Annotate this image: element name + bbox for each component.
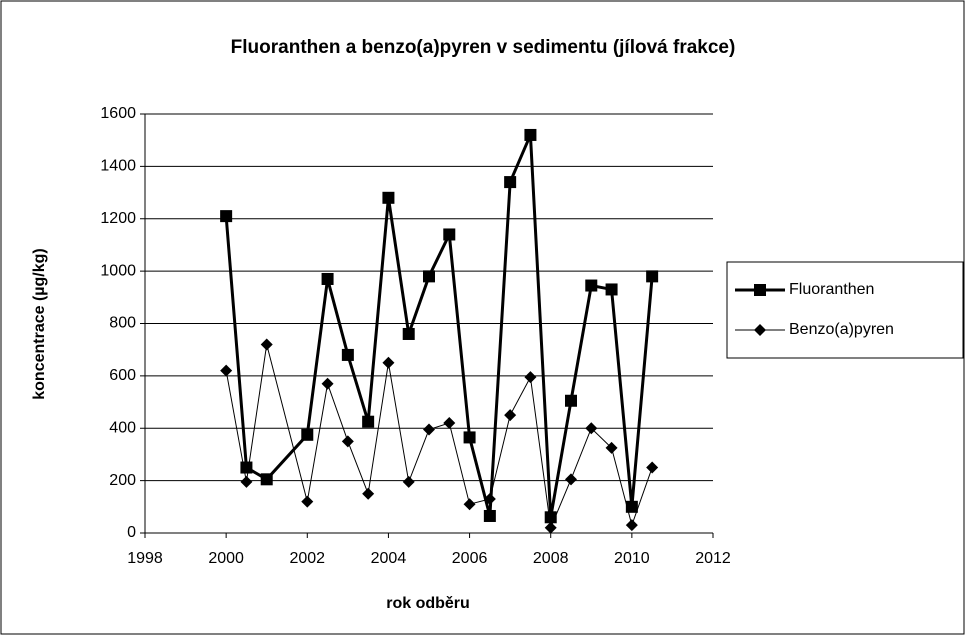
x-axis-label: rok odběru xyxy=(386,595,470,612)
marker-square xyxy=(220,210,233,223)
marker-diamond xyxy=(585,422,598,435)
x-tick-label: 2000 xyxy=(208,550,244,567)
marker-diamond xyxy=(544,521,557,534)
y-tick-label: 1400 xyxy=(100,158,136,175)
marker-diamond xyxy=(362,487,375,500)
marker-diamond xyxy=(443,417,456,430)
marker-square xyxy=(605,283,618,296)
y-tick-label: 1200 xyxy=(100,210,136,227)
marker-square xyxy=(423,270,435,283)
marker-square xyxy=(504,176,517,189)
x-tick-label: 2012 xyxy=(695,550,731,567)
marker-diamond xyxy=(524,371,537,384)
marker-square xyxy=(341,348,354,361)
y-tick-label: 800 xyxy=(109,315,136,332)
marker-diamond xyxy=(754,324,766,336)
marker-square xyxy=(483,509,496,522)
chart-title: Fluoranthen a benzo(a)pyren v sedimentu … xyxy=(231,37,736,58)
y-tick-label: 0 xyxy=(127,524,136,541)
marker-square xyxy=(625,500,638,513)
marker-diamond xyxy=(321,377,334,390)
marker-diamond xyxy=(504,409,517,422)
marker-square xyxy=(565,394,577,407)
marker-square xyxy=(362,415,375,428)
marker-square xyxy=(321,272,334,285)
marker-square xyxy=(754,284,766,296)
marker-square xyxy=(382,191,395,204)
marker-square xyxy=(544,511,557,524)
y-tick-label: 1000 xyxy=(100,262,136,279)
marker-square xyxy=(402,327,415,340)
marker-square xyxy=(463,431,476,444)
x-tick-label: 2010 xyxy=(614,550,650,567)
marker-square xyxy=(240,461,253,474)
marker-diamond xyxy=(260,338,273,351)
x-tick-label: 2004 xyxy=(371,550,407,567)
y-axis-label: koncentrace (µg/kg) xyxy=(31,248,48,399)
marker-square xyxy=(443,228,456,241)
y-tick-label: 200 xyxy=(109,472,136,489)
marker-diamond xyxy=(483,492,496,505)
marker-diamond xyxy=(625,519,638,532)
y-tick-label: 600 xyxy=(109,367,136,384)
marker-diamond xyxy=(463,498,476,511)
legend-label: Fluoranthen xyxy=(789,281,874,298)
marker-diamond xyxy=(423,423,435,436)
x-tick-label: 2002 xyxy=(289,550,325,567)
marker-diamond xyxy=(605,441,618,454)
legend-box xyxy=(726,261,964,359)
x-tick-label: 2008 xyxy=(533,550,569,567)
y-tick-label: 400 xyxy=(109,419,136,436)
y-tick-label: 1600 xyxy=(100,105,136,122)
legend-label: Benzo(a)pyren xyxy=(789,321,894,338)
marker-square xyxy=(524,128,537,141)
marker-diamond xyxy=(646,461,659,474)
marker-diamond xyxy=(402,475,415,488)
marker-diamond xyxy=(382,356,395,369)
marker-diamond xyxy=(565,473,577,486)
marker-square xyxy=(260,473,273,486)
marker-square xyxy=(301,428,314,441)
marker-diamond xyxy=(341,435,354,448)
x-tick-label: 2006 xyxy=(452,550,488,567)
x-tick-label: 1998 xyxy=(127,550,163,567)
marker-square xyxy=(585,279,598,292)
marker-square xyxy=(646,270,659,283)
marker-diamond xyxy=(220,364,233,377)
marker-diamond xyxy=(301,495,314,508)
marker-diamond xyxy=(240,475,253,488)
